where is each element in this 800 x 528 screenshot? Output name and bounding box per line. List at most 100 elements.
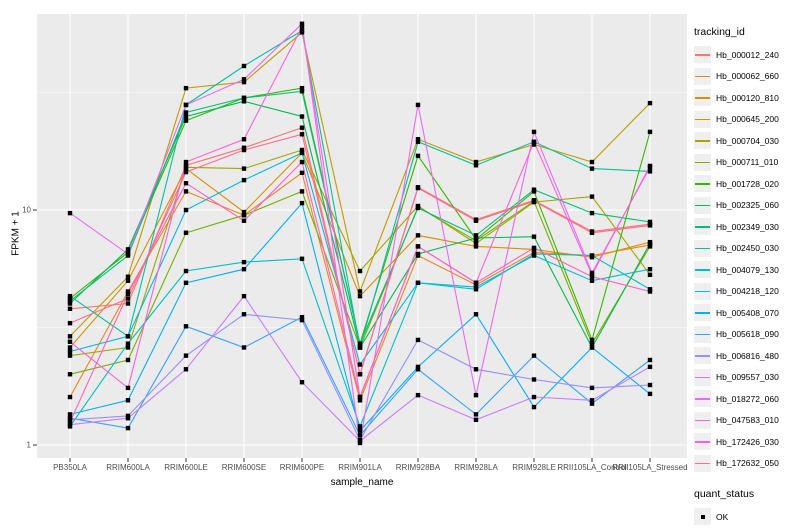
data-point-Hb_000062_660 [183,189,189,194]
data-point-Hb_047583_010 [183,159,189,165]
legend-line-icon [695,54,710,56]
y-tick-label: 1 [26,440,31,450]
data-point-Hb_000645_200 [589,159,595,165]
legend-line-icon [695,312,710,314]
data-point-Hb_004079_130 [647,287,653,292]
data-point-Hb_005618_090 [241,345,247,350]
data-point-Hb_002325_060 [241,99,247,104]
x-tick-label: RRIM600PE [279,463,325,472]
data-point-Hb_000645_200 [473,159,479,165]
legend-line-icon [695,333,710,336]
legend-line-icon [695,441,710,443]
data-point-Hb_000704_030 [647,272,653,277]
data-point-Hb_002450_030 [67,293,73,299]
data-point-Hb_172632_050 [415,185,421,191]
legend-line-icon [695,161,710,164]
data-point-Hb_000062_660 [125,289,131,294]
data-point-Hb_172632_050 [473,218,479,223]
legend-item-label: Hb_000645_200 [716,114,779,125]
legend-item-label: Hb_002325_060 [716,200,779,211]
legend-key-swatch [694,454,711,472]
data-point-Hb_047583_010 [531,139,537,145]
legend-item-label: Hb_047583_010 [716,415,779,426]
data-point-Hb_000645_200 [415,137,421,142]
data-point-Hb_000012_240 [299,125,305,130]
data-point-Hb_000645_200 [647,100,653,106]
legend-item-label: Hb_009557_030 [716,372,779,383]
legend-key-swatch [694,218,711,236]
plot-figure: FPKM + 1 sample_name 1 10 PB350LA RRIM600L… [10,14,800,526]
data-point-Hb_002325_060 [299,114,305,119]
data-point-Hb_000120_810 [415,233,421,238]
data-point-Hb_005408_070 [183,280,189,286]
data-point-Hb_000120_810 [67,345,73,350]
legend-shape-title: quant_status [694,488,755,500]
legend-item-label: Hb_172632_050 [716,458,779,469]
legend-item-Hb_000704_030: Hb_000704_030 [694,130,800,152]
data-point-Hb_172426_030 [415,244,421,249]
data-point-Hb_000704_030 [589,194,595,199]
legend-point-icon [700,514,705,519]
data-point-Hb_006816_480 [531,377,537,382]
legend-line-icon [695,462,710,465]
legend-item-Hb_172426_030: Hb_172426_030 [694,431,800,453]
data-point-Hb_002450_030 [357,345,363,350]
data-point-Hb_000711_010 [647,244,653,249]
data-point-Hb_009557_030 [473,417,479,423]
legend-key-swatch [694,304,711,322]
data-point-Hb_004218_120 [183,207,189,213]
data-point-Hb_005618_090 [589,401,595,406]
data-point-Hb_047583_010 [241,137,247,142]
data-point-Hb_009557_030 [531,394,537,400]
data-point-Hb_005408_070 [531,404,537,410]
data-point-Hb_005408_070 [241,266,247,272]
legend-item-label: Hb_000062_660 [716,71,779,82]
data-point-Hb_000645_200 [67,334,73,339]
x-tick-label: RRII105LA_Control [557,463,627,472]
x-tick-label: RRIM600LE [164,463,208,472]
legend-item-label: Hb_000012_240 [716,49,779,60]
data-point-Hb_002450_030 [299,28,305,33]
data-point-Hb_000711_010 [125,357,131,363]
x-tick-label: RRIM928BA [395,463,441,472]
legend-line-icon [695,226,710,228]
data-point-Hb_172632_050 [531,199,537,204]
x-tick-label: RRII105LA_Stressed [612,463,688,472]
legend-item-Hb_005618_090: Hb_005618_090 [694,324,800,346]
data-point-Hb_002450_030 [415,139,421,145]
data-point-Hb_000062_660 [67,394,73,400]
x-tick-label: RRIM928LE [512,463,556,472]
data-point-Hb_005618_090 [183,324,189,329]
data-point-Hb_005408_070 [647,391,653,397]
data-point-Hb_000645_200 [125,274,131,279]
data-point-Hb_002325_060 [531,234,537,239]
data-point-Hb_004218_120 [357,362,363,367]
legend-item-quant-OK: OK [694,506,800,528]
data-point-Hb_018272_060 [531,129,537,135]
data-point-Hb_009557_030 [183,367,189,372]
data-point-Hb_001728_020 [647,129,653,135]
data-point-Hb_002349_030 [241,95,247,101]
legend-key-swatch [694,390,711,408]
legend-key-swatch [694,89,711,107]
data-point-Hb_001728_020 [299,85,305,91]
legend-item-label: Hb_000711_010 [716,157,779,168]
data-point-Hb_004079_130 [357,424,363,429]
legend-item-Hb_000120_810: Hb_000120_810 [694,87,800,109]
data-point-Hb_006816_480 [125,413,131,419]
data-point-Hb_172632_050 [183,169,189,175]
data-point-Hb_000062_660 [299,170,305,175]
data-point-Hb_000645_200 [183,85,189,91]
legend-line-icon [695,204,710,207]
data-point-Hb_000120_810 [125,278,131,283]
data-point-Hb_005618_090 [473,412,479,417]
legend-key-swatch [694,46,711,64]
panel-background [37,14,687,458]
legend-line-icon [695,355,710,357]
data-point-Hb_004218_120 [589,278,595,283]
data-point-Hb_009557_030 [647,364,653,370]
data-point-Hb_047583_010 [125,385,131,391]
legend-item-label: Hb_000120_810 [716,92,779,103]
data-point-Hb_004218_120 [473,284,479,290]
data-point-Hb_002349_030 [531,187,537,192]
